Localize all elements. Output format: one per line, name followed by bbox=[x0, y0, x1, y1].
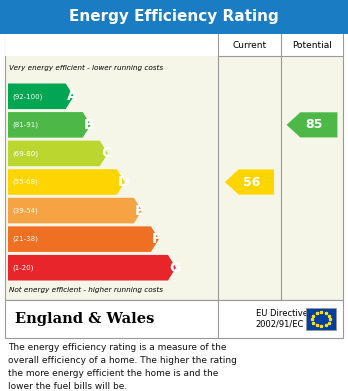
Text: 85: 85 bbox=[305, 118, 323, 131]
Bar bbox=[5, 34, 343, 56]
Polygon shape bbox=[8, 141, 108, 166]
Text: Current: Current bbox=[232, 41, 267, 50]
Polygon shape bbox=[8, 84, 74, 109]
Text: Potential: Potential bbox=[292, 41, 332, 50]
Polygon shape bbox=[287, 112, 338, 137]
Text: A: A bbox=[67, 89, 78, 103]
Text: (69-80): (69-80) bbox=[12, 150, 38, 157]
Text: (1-20): (1-20) bbox=[12, 264, 33, 271]
Bar bbox=[0, 0, 348, 34]
Text: 2002/91/EC: 2002/91/EC bbox=[255, 319, 304, 328]
Text: (21-38): (21-38) bbox=[12, 236, 38, 242]
Polygon shape bbox=[8, 255, 176, 280]
Polygon shape bbox=[8, 226, 159, 252]
Text: F: F bbox=[152, 232, 161, 246]
Text: C: C bbox=[101, 146, 111, 160]
Text: Not energy efficient - higher running costs: Not energy efficient - higher running co… bbox=[9, 287, 163, 293]
Polygon shape bbox=[225, 169, 274, 195]
Text: England & Wales: England & Wales bbox=[15, 312, 155, 326]
Text: G: G bbox=[169, 261, 180, 275]
Bar bbox=[5, 300, 343, 338]
Bar bbox=[306, 308, 336, 330]
Polygon shape bbox=[8, 198, 142, 223]
Text: (92-100): (92-100) bbox=[12, 93, 42, 100]
Text: 56: 56 bbox=[243, 176, 260, 188]
Text: Energy Efficiency Rating: Energy Efficiency Rating bbox=[69, 9, 279, 25]
Text: (55-68): (55-68) bbox=[12, 179, 38, 185]
Text: E: E bbox=[135, 204, 144, 217]
Text: EU Directive: EU Directive bbox=[255, 310, 308, 319]
Polygon shape bbox=[8, 112, 91, 138]
Text: D: D bbox=[118, 175, 129, 189]
Text: (81-91): (81-91) bbox=[12, 122, 38, 128]
Bar bbox=[5, 34, 343, 300]
Polygon shape bbox=[8, 169, 125, 195]
Text: (39-54): (39-54) bbox=[12, 207, 38, 214]
Text: The energy efficiency rating is a measure of the
overall efficiency of a home. T: The energy efficiency rating is a measur… bbox=[8, 343, 237, 391]
Text: Very energy efficient - lower running costs: Very energy efficient - lower running co… bbox=[9, 65, 163, 71]
Text: B: B bbox=[84, 118, 94, 132]
